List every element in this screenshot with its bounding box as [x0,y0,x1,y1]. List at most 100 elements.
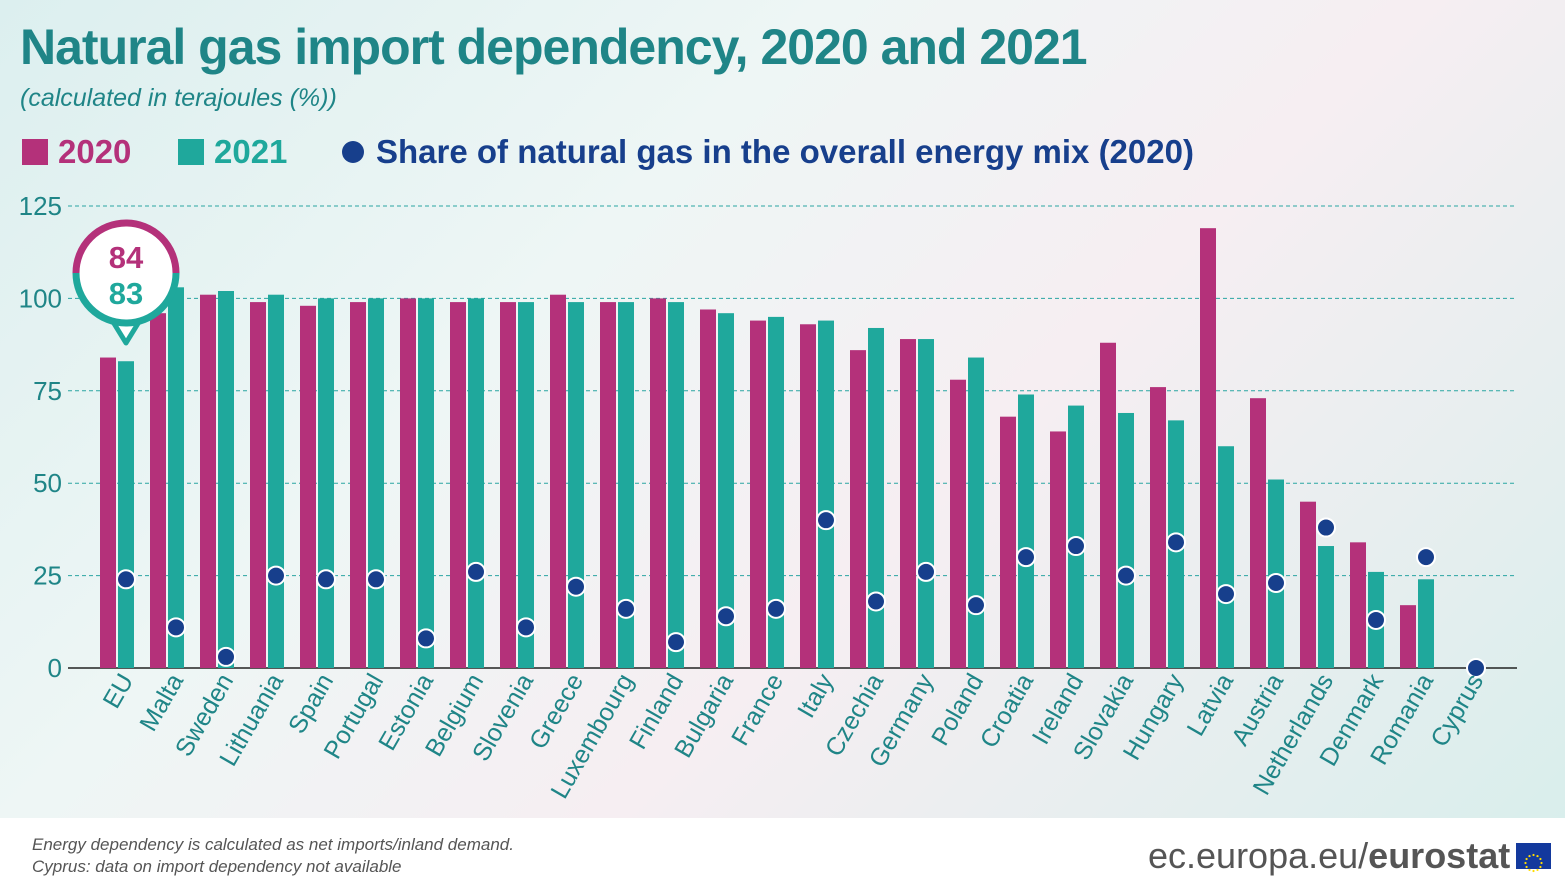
legend-share: Share of natural gas in the overall ener… [342,130,1194,174]
bar-2020-slovenia [500,302,516,668]
bar-chart: 0255075100125EUMaltaSwedenLithuaniaSpain… [19,191,1517,803]
legend-share-label: Share of natural gas in the overall ener… [376,133,1194,170]
share-dot-estonia [416,628,436,649]
bar-2020-portugal [350,302,366,668]
bar-2021-italy [818,320,834,668]
share-dot-netherlands [1316,517,1336,538]
eu-flag-icon [1516,843,1552,873]
bar-2021-eu [118,361,134,668]
logo-brand: eurostat [1368,835,1511,876]
bar-2020-france [750,320,766,668]
share-dot-lithuania [266,565,286,586]
legend-2021: 2021 [178,130,287,174]
bar-2020-lithuania [250,302,266,668]
share-dot-austria [1266,572,1286,593]
callout-arc-2020 [72,219,180,274]
bar-2020-slovakia [1100,342,1116,668]
bar-2020-greece [550,294,566,668]
callout-bubble [76,223,176,323]
bar-2020-eu [100,357,116,668]
legend-2021-swatch [178,139,204,165]
bar-2020-ireland [1050,431,1066,668]
share-dot-malta [166,617,186,638]
bar-2020-hungary [1150,387,1166,668]
bar-2021-slovenia [518,302,534,668]
footnote-2: Cyprus: data on import dependency not av… [32,857,402,876]
bar-2021-luxembourg [618,302,634,668]
bar-2021-netherlands [1318,546,1334,668]
bar-2020-austria [1250,398,1266,668]
eurostat-logo[interactable]: ec.europa.eu/eurostat [1148,832,1552,880]
bar-2020-belgium [450,302,466,668]
y-tick-label: 25 [33,561,62,591]
share-dot-france [766,598,786,619]
bar-2021-belgium [468,298,484,668]
bar-2021-czechia [868,327,884,668]
bar-2021-portugal [368,298,384,668]
share-dot-italy [816,510,836,531]
bar-2020-italy [800,324,816,668]
bar-2021-latvia [1218,446,1234,668]
bar-2020-finland [650,298,666,668]
bar-2021-bulgaria [718,313,734,668]
bar-2021-sweden [218,291,234,668]
bar-2021-poland [968,357,984,668]
chart-title: Natural gas import dependency, 2020 and … [20,19,1088,75]
share-dot-czechia [866,591,886,612]
bar-2020-bulgaria [700,309,716,668]
share-dot-cyprus [1466,658,1486,678]
legend-2020: 2020 [22,130,131,174]
bar-2020-denmark [1350,542,1366,668]
bar-2021-lithuania [268,294,284,668]
bar-2021-france [768,316,784,668]
share-dot-finland [666,632,686,653]
share-dot-eu [116,569,136,590]
share-dot-luxembourg [616,598,636,619]
share-dot-portugal [366,569,386,590]
callout-arc-2021 [72,272,180,327]
y-tick-label: 125 [19,191,62,221]
share-dot-poland [966,595,986,616]
y-tick-label: 100 [19,283,62,313]
callout-value-2021: 83 [109,276,143,311]
share-dot-sweden [216,646,236,667]
bar-2020-croatia [1000,416,1016,668]
bar-2020-spain [300,305,316,668]
legend-share-dot [342,141,364,163]
bar-2021-spain [318,298,334,668]
bar-2021-germany [918,339,934,668]
x-tick-label-eu: EU [98,669,140,713]
legend-2021-label: 2021 [214,133,288,170]
bar-2021-estonia [418,298,434,668]
share-dot-romania [1416,547,1436,568]
bar-2020-poland [950,379,966,668]
share-dot-latvia [1216,584,1236,605]
bar-2021-malta [168,287,184,668]
share-dot-germany [916,561,936,582]
y-tick-label: 50 [33,468,62,498]
bar-2021-greece [568,302,584,668]
bar-2020-czechia [850,350,866,668]
bar-2020-sweden [200,294,216,668]
share-dot-greece [566,576,586,597]
share-dot-hungary [1166,532,1186,553]
share-dot-bulgaria [716,606,736,627]
share-dot-belgium [466,561,486,582]
bar-2020-malta [150,313,166,668]
bar-2020-romania [1400,605,1416,668]
bar-2021-romania [1418,579,1434,668]
x-tick-label-italy: Italy [792,669,839,723]
footnote-1: Energy dependency is calculated as net i… [32,835,514,854]
bar-2021-croatia [1018,394,1034,668]
bar-2020-latvia [1200,228,1216,668]
bar-2020-estonia [400,298,416,668]
share-dot-spain [316,569,336,590]
bar-2020-netherlands [1300,501,1316,668]
footnotes: Energy dependency is calculated as net i… [32,834,514,878]
share-dot-croatia [1016,547,1036,568]
bar-2020-germany [900,339,916,668]
share-dot-denmark [1366,609,1386,630]
share-dot-ireland [1066,536,1086,557]
callout-value-2020: 84 [109,240,144,275]
bar-2021-slovakia [1118,412,1134,668]
